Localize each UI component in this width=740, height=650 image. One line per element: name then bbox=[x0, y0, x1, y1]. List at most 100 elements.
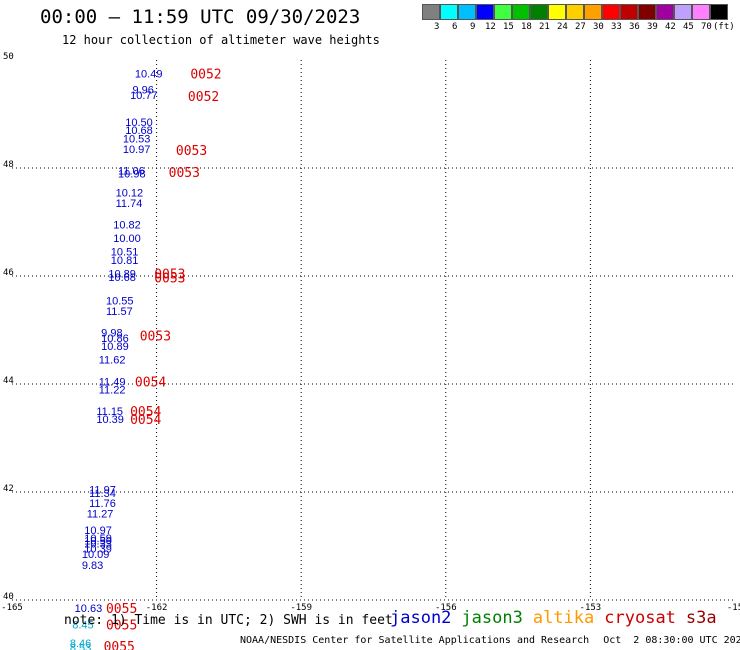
y-tick-label: 42 bbox=[3, 484, 14, 494]
color-scale-label: 45 bbox=[683, 22, 694, 32]
satellite-s3a: s3a bbox=[685, 608, 717, 628]
color-swatch bbox=[656, 4, 674, 20]
color-swatch bbox=[458, 4, 476, 20]
color-swatch bbox=[602, 4, 620, 20]
wave-height-label: 8.53 bbox=[70, 643, 91, 650]
y-tick-label: 50 bbox=[3, 52, 14, 62]
color-swatch bbox=[530, 4, 548, 20]
wave-height-label: 10.63 bbox=[75, 603, 103, 615]
credit-text: NOAA/NESDIS Center for Satellite Applica… bbox=[240, 635, 590, 646]
wave-height-label: 10.55 bbox=[106, 295, 134, 307]
wave-height-label: 10.50 bbox=[84, 536, 112, 548]
color-swatch bbox=[512, 4, 530, 20]
color-swatch bbox=[710, 4, 728, 20]
color-swatch bbox=[674, 4, 692, 20]
x-tick-label: -162 bbox=[146, 603, 168, 613]
wave-height-label: 10.00 bbox=[113, 233, 141, 245]
time-label: 0055 bbox=[106, 602, 137, 617]
y-tick-label: 48 bbox=[3, 160, 14, 170]
wave-height-label: 10.77 bbox=[130, 90, 158, 102]
wave-height-label: 10.97 bbox=[123, 144, 151, 156]
wave-height-label: 8.45 bbox=[72, 619, 93, 631]
time-label: 0052 bbox=[190, 68, 221, 83]
time-label: 0055 bbox=[106, 618, 137, 633]
color-swatch bbox=[566, 4, 584, 20]
wave-height-label: 11.97 bbox=[89, 484, 116, 496]
color-scale-label: 21 bbox=[539, 22, 550, 32]
wave-height-label: 10.82 bbox=[113, 220, 141, 232]
footer-note: note: 1) Time is in UTC; 2) SWH is in fe… bbox=[64, 613, 393, 628]
color-scale-label: 24 bbox=[557, 22, 568, 32]
color-scale-label: 42 bbox=[665, 22, 676, 32]
color-swatch bbox=[476, 4, 494, 20]
wave-height-label: 10.98 bbox=[118, 168, 146, 180]
color-scale-label: 6 bbox=[452, 22, 458, 32]
color-scale-label: (ft) bbox=[713, 22, 735, 32]
color-swatch bbox=[620, 4, 638, 20]
wave-height-label: 11.06 bbox=[118, 166, 145, 178]
color-scale-label: 39 bbox=[647, 22, 658, 32]
color-scale-label: 18 bbox=[521, 22, 532, 32]
color-swatch bbox=[440, 4, 458, 20]
color-swatch bbox=[584, 4, 602, 20]
wave-height-label: 10.97 bbox=[84, 525, 112, 537]
time-label: 0055 bbox=[104, 640, 135, 650]
x-tick-label: -156 bbox=[435, 603, 457, 613]
color-swatch bbox=[494, 4, 512, 20]
satellite-jason3: jason3 bbox=[461, 608, 523, 628]
color-scale-legend bbox=[422, 4, 728, 20]
y-tick-label: 40 bbox=[3, 592, 14, 602]
time-label: 0053 bbox=[140, 329, 171, 344]
time-label: 0053 bbox=[176, 144, 207, 159]
satellite-jason2: jason2 bbox=[390, 608, 452, 628]
wave-height-label: 10.39 bbox=[84, 544, 112, 556]
wave-height-label: 9.83 bbox=[82, 560, 103, 572]
color-scale-label: 36 bbox=[629, 22, 640, 32]
color-scale-label: 9 bbox=[470, 22, 476, 32]
wave-height-label: 10.68 bbox=[125, 125, 153, 137]
color-scale-label: 12 bbox=[485, 22, 496, 32]
wave-height-label: 10.49 bbox=[135, 69, 163, 81]
wave-height-label: 11.49 bbox=[99, 376, 126, 388]
color-scale-label: 15 bbox=[503, 22, 514, 32]
y-tick-label: 46 bbox=[3, 268, 14, 278]
wave-height-label: 11.76 bbox=[89, 498, 116, 510]
time-label: 0053 bbox=[154, 267, 185, 282]
wave-height-label: 10.39 bbox=[96, 414, 124, 426]
chart-title: 00:00 – 11:59 UTC 09/30/2023 bbox=[40, 6, 361, 28]
color-swatch bbox=[548, 4, 566, 20]
wave-height-label: 11.15 bbox=[96, 406, 123, 418]
color-scale-label: 30 bbox=[593, 22, 604, 32]
wave-height-label: 11.74 bbox=[116, 198, 143, 210]
wave-height-label: 10.51 bbox=[111, 247, 139, 259]
color-swatch bbox=[638, 4, 656, 20]
wave-height-label: 10.33 bbox=[84, 538, 112, 550]
x-tick-label: -159 bbox=[290, 603, 312, 613]
x-tick-label: -153 bbox=[580, 603, 602, 613]
color-scale-label: 3 bbox=[434, 22, 440, 32]
wave-height-label: 10.50 bbox=[125, 117, 153, 129]
color-swatch bbox=[422, 4, 440, 20]
x-tick-label: -165 bbox=[1, 603, 23, 613]
wave-height-label: 11.27 bbox=[87, 509, 114, 521]
wave-height-label: 10.59 bbox=[84, 533, 112, 545]
satellite-cryosat: cryosat bbox=[604, 608, 676, 628]
time-label: 0053 bbox=[169, 166, 200, 181]
time-label: 0052 bbox=[188, 90, 219, 105]
wave-height-label: 10.89 bbox=[101, 341, 129, 353]
chart-subtitle: 12 hour collection of altimeter wave hei… bbox=[62, 33, 380, 47]
color-scale-label: 27 bbox=[575, 22, 586, 32]
wave-height-label: 10.09 bbox=[82, 549, 110, 561]
satellite-legend: jason2 jason3 altika cryosat s3a bbox=[390, 608, 727, 628]
wave-height-label: 10.12 bbox=[116, 187, 144, 199]
color-swatch bbox=[692, 4, 710, 20]
wave-height-label: 10.81 bbox=[111, 255, 139, 267]
color-scale-label: 70 bbox=[701, 22, 712, 32]
satellite-altika: altika bbox=[532, 608, 595, 628]
wave-height-label: 11.62 bbox=[99, 355, 126, 367]
wave-height-label: 10.86 bbox=[101, 333, 129, 345]
y-tick-label: 44 bbox=[3, 376, 14, 386]
wave-height-label: 11.57 bbox=[106, 306, 133, 318]
time-label: 0054 bbox=[130, 405, 161, 420]
footer-credit: NOAA/NESDIS Center for Satellite Applica… bbox=[240, 635, 740, 646]
